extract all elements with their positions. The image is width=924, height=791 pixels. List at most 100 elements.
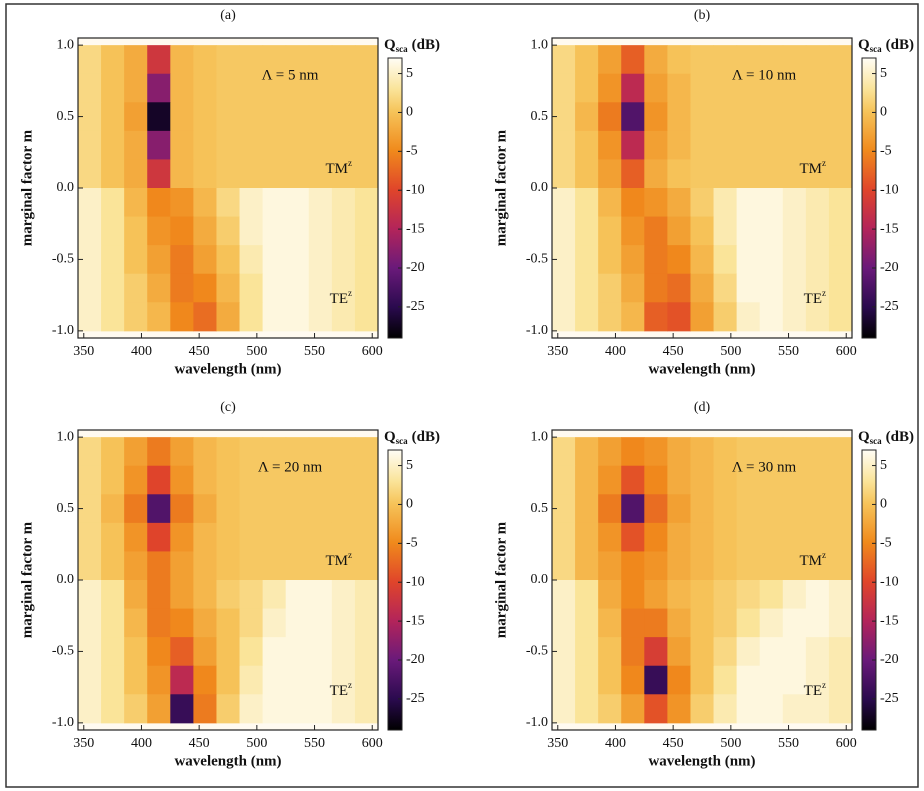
y-tick-label: 0.0 [531,180,549,195]
heat-cell [354,45,379,75]
heat-cell [667,665,691,695]
heat-cell [644,465,668,495]
heat-cell [575,665,599,695]
colorbar-tick-label: 5 [880,458,887,473]
x-tick-label: 450 [189,736,210,751]
heat-cell [552,608,576,638]
heat-cell [575,273,599,303]
mode-label: TMz [326,158,353,177]
heat-cell [124,665,148,695]
heat-cell [170,608,194,638]
heat-cell [621,494,645,524]
heat-cell [124,273,148,303]
colorbar [387,57,403,339]
heat-cell [552,494,576,524]
heat-cell [285,522,310,552]
heat-cell [78,45,102,75]
heat-cell [308,494,333,524]
heat-cell [575,188,599,218]
heat-cell [598,302,622,332]
heat-cell [667,245,691,275]
heat-cell [354,302,379,332]
heat-cell [713,102,738,132]
heat-cell [828,102,853,132]
heat-cell [308,102,333,132]
heat-cell [308,130,333,160]
heat-cell [759,608,784,638]
heat-cell [308,637,333,667]
heat-cell [552,551,576,581]
heat-cell [713,522,738,552]
heat-cell [262,522,287,552]
x-tick-label: 400 [131,344,152,359]
heat-cell [782,608,807,638]
heat-cell [736,665,761,695]
heat-cell [308,302,333,332]
heat-cell [552,437,576,467]
heat-cell [285,273,310,303]
heat-cell [828,245,853,275]
heat-cell [308,522,333,552]
heat-cell [239,159,264,189]
heat-cell [828,216,853,246]
heat-cell [805,73,830,103]
heat-cell [331,522,356,552]
colorbar-label-unit: (dB) [412,37,440,53]
heat-cell [170,494,194,524]
heat-cell [262,551,287,581]
heat-cell [598,637,622,667]
x-tick-label: 350 [547,344,568,359]
heat-cell [690,130,715,160]
heat-cell [193,494,217,524]
heat-cell [713,188,738,218]
heat-cell [285,45,310,75]
heat-cell [78,465,102,495]
heat-cell [354,580,379,610]
mode-label-text: TM [326,553,349,569]
heat-cell [78,608,102,638]
mode-label-text: TM [800,161,823,177]
heat-cell [621,188,645,218]
heat-cell [308,437,333,467]
y-tick-label: -1.0 [52,715,74,730]
heat-cell [239,216,264,246]
heat-cell [621,665,645,695]
y-tick-label: -0.5 [52,252,74,267]
heat-cell [78,302,102,332]
heat-cell [147,45,171,75]
heat-cell [170,45,194,75]
y-tick-label: 0.0 [531,572,549,587]
heat-cell [262,130,287,160]
heat-cell [759,273,784,303]
heat-cell [690,273,715,303]
heat-cell [667,608,691,638]
heat-cell [331,45,356,75]
heat-cell [147,302,171,332]
heat-cell [782,437,807,467]
heat-cell [216,494,241,524]
heat-cell [782,551,807,581]
mode-label-text: TM [326,161,349,177]
heat-cell [78,694,102,724]
heat-cell [354,245,379,275]
heat-cell [644,216,668,246]
colorbar-label-unit: (dB) [886,429,914,445]
heat-cell [690,694,715,724]
colorbar [861,449,877,731]
heat-cell [101,245,125,275]
heat-cell [782,637,807,667]
heat-cell [759,302,784,332]
heat-cell [598,580,622,610]
heat-cell [621,437,645,467]
heat-cell [736,302,761,332]
heat-cell [621,216,645,246]
y-tick-label: 0.5 [57,109,75,124]
heat-cell [147,522,171,552]
heat-cell [713,551,738,581]
heat-cell [285,437,310,467]
heat-cell [736,245,761,275]
y-axis-label: marginal factor m [19,521,35,638]
heat-cell [690,159,715,189]
panel-title: (a) [220,8,236,23]
